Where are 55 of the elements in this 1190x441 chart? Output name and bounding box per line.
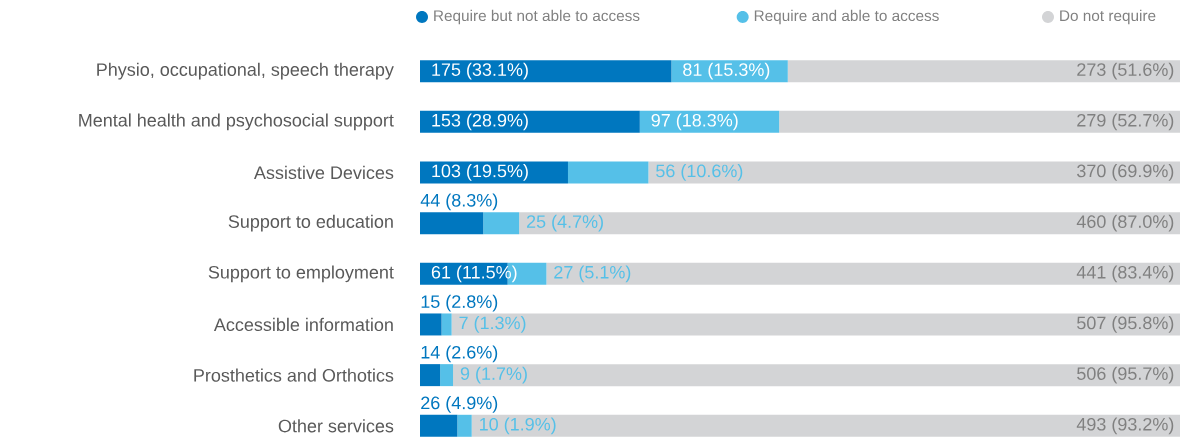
bar: [420, 313, 442, 336]
y-tick-label: Assistive Devices: [253, 165, 394, 180]
data-label: 175 (33.1%): [432, 62, 528, 80]
bar: [453, 364, 1180, 387]
data-label: 273 (51.6%): [1077, 62, 1174, 80]
data-label: 15 (2.8%): [421, 294, 498, 312]
legend-label: Do not require: [1060, 9, 1156, 25]
data-label: 27 (5.1%): [554, 265, 631, 283]
y-tick-label: Prosthetics and Orthotics: [194, 368, 394, 382]
y-tick-label: Mental health and psychosocial support: [79, 113, 394, 131]
data-label: 25 (4.7%): [526, 214, 603, 232]
y-tick-label: Other services: [278, 419, 394, 433]
bar: [440, 364, 454, 387]
bar: [420, 414, 458, 437]
bar: [420, 212, 484, 235]
data-label: 507 (95.8%): [1077, 316, 1174, 333]
data-label: 14 (2.6%): [421, 345, 498, 363]
y-tick-label: Support to employment: [208, 265, 394, 283]
data-label: 10 (1.9%): [480, 417, 556, 435]
data-label: 441 (83.4%): [1076, 265, 1174, 283]
bar: [787, 60, 1180, 83]
bar: [471, 414, 1180, 437]
bar: [441, 313, 452, 336]
bar: [546, 262, 1180, 285]
legend-label: Require and able to access: [754, 9, 939, 25]
y-tick-label: Physio, occupational, speech therapy: [97, 62, 394, 80]
bar: [451, 313, 1180, 336]
bar: [420, 364, 441, 387]
y-tick-label: Accessible information: [213, 317, 393, 332]
data-label: 370 (69.9%): [1077, 164, 1174, 181]
data-label: 56 (10.6%): [656, 164, 743, 181]
data-label: 9 (1.7%): [460, 366, 527, 384]
bar: [457, 414, 472, 437]
data-label: 81 (15.3%): [683, 62, 770, 80]
data-label: 506 (95.7%): [1077, 366, 1174, 384]
legend-label: Require but not able to access: [434, 9, 640, 25]
data-label: 26 (4.9%): [421, 396, 498, 413]
bar: [779, 110, 1180, 133]
bar: [567, 161, 649, 184]
data-label: 460 (87.0%): [1076, 214, 1174, 232]
data-label: 61 (11.5%): [431, 265, 517, 283]
data-label: 493 (93.2%): [1076, 417, 1174, 435]
bar: [648, 161, 1180, 184]
bar: [420, 60, 672, 83]
data-label: 7 (1.3%): [459, 316, 526, 333]
data-label: 153 (28.9%): [432, 113, 528, 131]
bar: [483, 212, 520, 235]
data-label: 103 (19.5%): [432, 164, 528, 181]
bar: [420, 110, 640, 133]
data-label: 97 (18.3%): [651, 113, 738, 131]
bar: [639, 110, 780, 133]
y-tick-label: Support to education: [228, 214, 393, 232]
bar: [519, 212, 1180, 235]
data-label: 44 (8.3%): [420, 193, 498, 211]
data-label: 279 (52.7%): [1077, 113, 1174, 131]
